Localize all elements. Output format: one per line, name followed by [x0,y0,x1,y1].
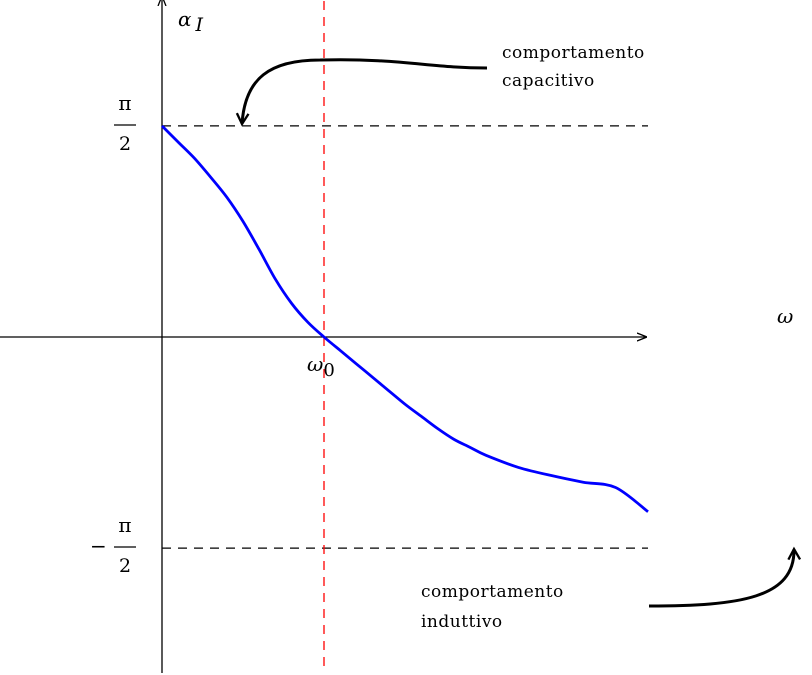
y-tick-bottom-sign: − [90,534,107,558]
y-axis-label-main: α [178,7,192,31]
phase-curve [161,124,649,513]
annotation-inductive-line2: induttivo [421,612,503,632]
annotation-inductive: comportamento induttivo [421,549,794,632]
y-tick-top-numerator: π [118,91,131,115]
y-tick-bottom-numerator: π [118,513,131,537]
annotation-capacitive-line2: capacitivo [502,71,595,91]
y-tick-bottom-denominator: 2 [119,555,131,577]
annotation-inductive-arrow [648,549,794,608]
annotation-capacitive: comportamento capacitivo [242,43,645,124]
y-tick-pi-over-2: π 2 [114,91,136,155]
omega0-tick-main: ω [307,352,323,376]
omega0-tick-sub: 0 [323,360,334,381]
y-tick-minus-pi-over-2: − π 2 [90,513,136,577]
annotation-inductive-line1: comportamento [421,582,564,602]
omega0-tick-label: ω0 [307,352,335,381]
y-tick-top-denominator: 2 [119,133,131,155]
annotation-capacitive-line1: comportamento [502,43,645,63]
x-axis-label: ω [777,304,793,328]
y-axis-label-sub: I [195,14,204,36]
annotation-capacitive-arrow [242,58,488,124]
